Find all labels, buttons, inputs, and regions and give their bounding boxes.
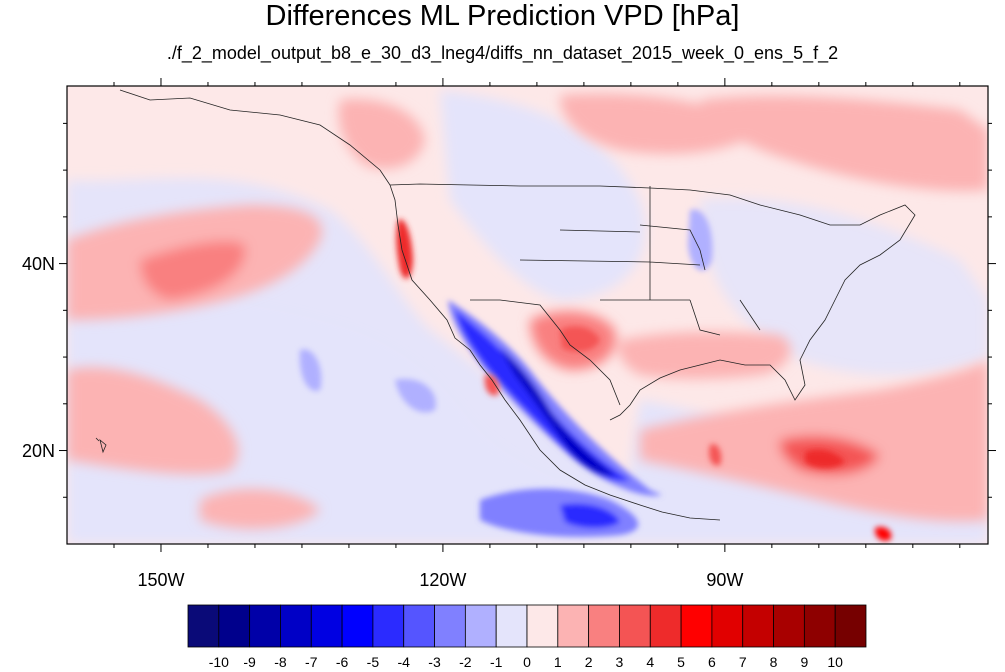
colorbar-label: -3 [428, 654, 441, 670]
colorbar-swatch [341, 604, 374, 648]
colorbar-label: -9 [243, 654, 256, 670]
latitude-label: 20N [21, 440, 55, 461]
colorbar-label: -2 [459, 654, 472, 670]
colorbar-label: -4 [397, 654, 410, 670]
colorbar-label: 8 [769, 654, 778, 670]
colorbar-swatch [310, 604, 343, 648]
colorbar-swatch [680, 604, 713, 648]
longitude-label: 120W [419, 570, 467, 590]
colorbar-swatch [403, 604, 435, 648]
axis-ticks [59, 78, 996, 552]
colorbar-swatch [464, 604, 497, 648]
colorbar-swatch [773, 604, 805, 648]
coastlines [95, 89, 916, 521]
colorbar-swatch [711, 604, 744, 648]
colorbar-label: 3 [615, 654, 624, 670]
colorbar-swatch [218, 604, 251, 648]
colorbar-swatch [803, 604, 836, 648]
colorbar-label: 5 [677, 654, 685, 670]
colorbar-label: 4 [646, 654, 655, 670]
colorbar-swatch [742, 604, 774, 648]
colorbar [187, 604, 867, 648]
colorbar-label: 7 [738, 654, 747, 670]
colorbar-swatch [526, 604, 559, 648]
colorbar-label: -8 [274, 654, 287, 670]
longitude-label: 90W [706, 570, 744, 590]
map-subtitle: ./f_2_model_output_b8_e_30_d3_lneg4/diff… [166, 43, 839, 63]
colorbar-swatch [649, 604, 682, 648]
map-title: Differences ML Prediction VPD [hPa] [265, 0, 740, 32]
colorbar-label: -7 [305, 654, 318, 670]
colorbar-swatch [280, 604, 312, 648]
colorbar-swatch [619, 604, 651, 648]
colorbar-swatch [588, 604, 620, 648]
colorbar-label: -5 [366, 654, 380, 670]
colorbar-label: 1 [553, 654, 562, 670]
colorbar-label: -10 [208, 654, 229, 670]
longitude-label: 150W [137, 570, 185, 590]
colorbar-swatch [434, 604, 466, 648]
colorbar-label: 10 [827, 654, 843, 670]
colorbar-label: 0 [523, 654, 531, 670]
colorbar-label: -1 [489, 654, 503, 670]
latitude-label: 40N [21, 253, 55, 274]
colorbar-label: -6 [335, 654, 349, 670]
contour-field [67, 86, 988, 544]
colorbar-label: 2 [584, 654, 593, 670]
colorbar-swatch [834, 604, 867, 648]
colorbar-swatch [495, 604, 528, 648]
colorbar-swatch [372, 604, 405, 648]
colorbar-swatch [187, 604, 220, 648]
colorbar-label: 6 [708, 654, 716, 670]
colorbar-swatch [249, 604, 281, 648]
colorbar-swatch [557, 604, 590, 648]
colorbar-label: 9 [800, 654, 809, 670]
